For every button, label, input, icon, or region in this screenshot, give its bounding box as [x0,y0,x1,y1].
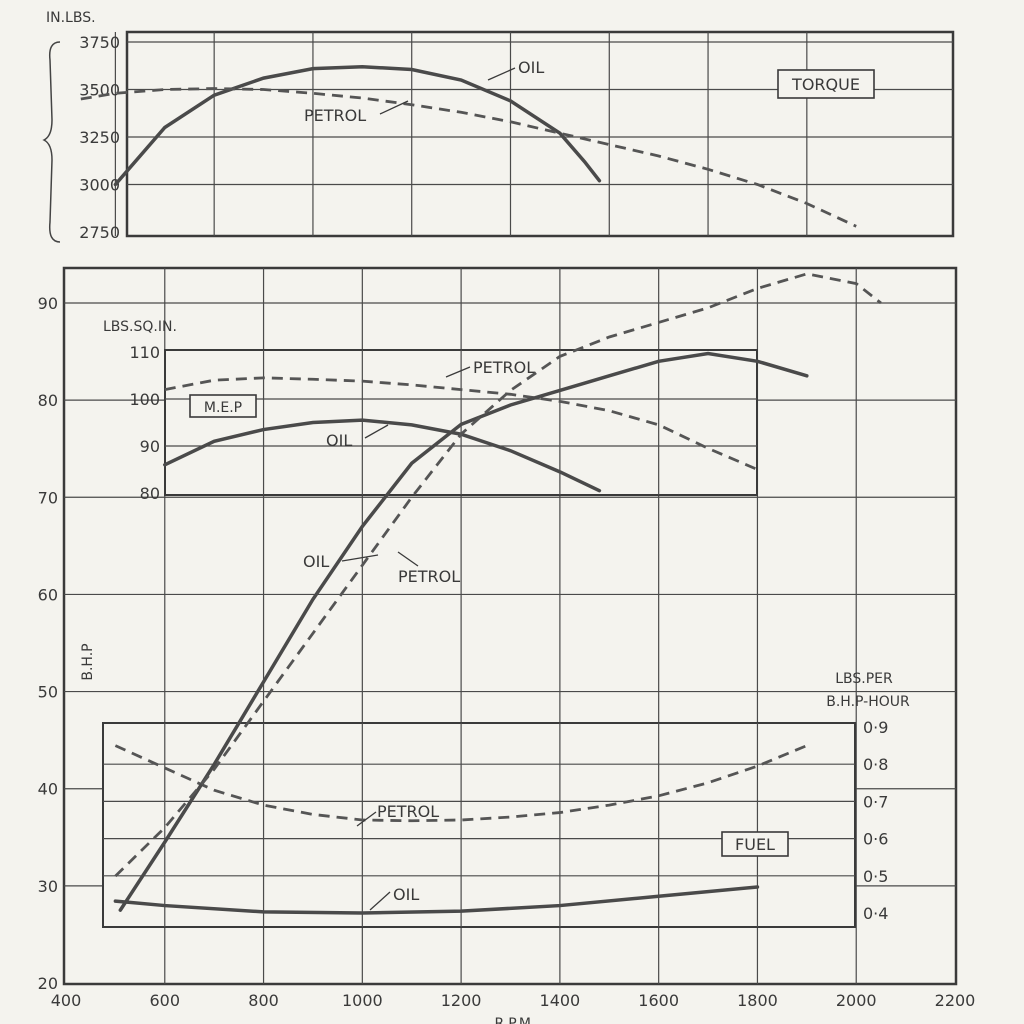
bhp-oil-line [118,351,809,912]
mep-petrol-label: PETROL [473,358,535,377]
torque-y-tick: 3500 [79,81,120,100]
torque-y-tick: 2750 [79,223,120,242]
rpm-x-tick: 1800 [737,991,778,1010]
mep-grid [165,350,757,495]
torque-y-tick: 3750 [79,33,120,52]
bhp-petrol-line [114,272,882,878]
mep-inset: 110 100 90 80 LBS.SQ.IN. M.E.P PETROL OIL [103,319,758,503]
bhp-y-tick: 20 [38,974,58,993]
mep-petrol-arrow [445,366,471,378]
bhp-oil-arrow [341,554,379,562]
rpm-x-tick: 1400 [540,991,581,1010]
fuel-title: FUEL [735,835,775,854]
fuel-oil-arrow [369,891,391,911]
bhp-axis-label: B.H.P [80,643,96,680]
mep-oil-line [163,418,602,493]
bhp-oil-label: OIL [303,552,329,571]
fuel-y-ticks: 0·9 0·8 0·7 0·6 0·5 0·4 [863,718,888,923]
fuel-frame [102,722,856,928]
bhp-petrol-label: PETROL [398,567,460,586]
bhp-series [114,272,882,912]
mep-y-ticks: 110 100 90 80 [129,343,160,503]
bhp-y-ticks: 90 80 70 60 50 40 30 20 [38,294,58,993]
fuel-y-tick: 0·9 [863,718,888,737]
bhp-y-tick: 60 [38,585,58,604]
fuel-inset: 0·9 0·8 0·7 0·6 0·5 0·4 LBS.PER B.H.P-HOUR FU… [102,671,910,928]
torque-petrol-line [80,87,857,228]
rpm-x-tick: 600 [150,991,181,1010]
mep-unit-label: LBS.SQ.IN. [103,319,177,335]
mep-y-tick: 90 [140,437,160,456]
mep-title: M.E.P [204,400,242,416]
bhp-y-tick: 50 [38,683,58,702]
fuel-unit-label-line2: B.H.P-HOUR [826,694,910,710]
torque-series [80,64,857,228]
bhp-y-tick: 30 [38,877,58,896]
torque-petrol-arrow [379,100,409,115]
rpm-x-tick: 800 [248,991,279,1010]
mep-oil-label: OIL [326,431,352,450]
mep-title-box [189,394,257,418]
fuel-oil-line [113,885,760,915]
torque-oil-line [113,64,602,187]
rpm-axis-label: R.P.M. [495,1016,536,1024]
fuel-series [113,744,808,915]
torque-oil-label: OIL [518,58,544,77]
bhp-y-tick: 90 [38,294,58,313]
fuel-y-tick: 0·8 [863,755,888,774]
fuel-petrol-label: PETROL [377,802,439,821]
rpm-x-tick: 1000 [342,991,383,1010]
mep-y-tick: 100 [129,390,160,409]
bhp-y-tick: 80 [38,391,58,410]
rpm-x-tick: 2200 [935,991,976,1010]
fuel-y-tick: 0·7 [863,792,888,811]
bhp-panel: 90 80 70 60 50 40 30 20 400 600 800 1000 1200 1400 16… [38,266,976,1024]
bhp-x-ticks: 400 600 800 1000 1200 1400 1600 1800 2000 2200 [51,991,976,1010]
bhp-y-tick: 40 [38,780,58,799]
fuel-y-tick: 0·4 [863,904,888,923]
mep-y-tick: 80 [140,484,160,503]
torque-oil-arrow [487,67,516,81]
torque-y-tick: 3000 [79,176,120,195]
fuel-y-tick: 0·5 [863,867,888,886]
torque-frame [125,30,955,238]
torque-brace [42,41,61,243]
torque-petrol-label: PETROL [304,106,366,125]
torque-y-tick: 3250 [79,128,120,147]
mep-y-tick: 110 [129,343,160,362]
torque-unit-label: IN.LBS. [46,10,96,26]
bhp-frame [62,266,958,986]
rpm-x-tick: 1200 [441,991,482,1010]
bhp-petrol-arrow [397,551,419,567]
torque-title-box [777,69,875,99]
torque-y-ticks: 3750 3500 3250 3000 2750 [79,33,120,242]
rpm-x-tick: 2000 [836,991,877,1010]
mep-oil-arrow [364,424,389,439]
rpm-x-tick: 1600 [638,991,679,1010]
torque-title: TORQUE [791,75,860,94]
mep-series [163,376,758,493]
fuel-petrol-arrow [356,811,377,827]
fuel-unit-label-line1: LBS.PER [835,671,893,687]
mep-petrol-line [164,376,758,471]
fuel-oil-label: OIL [393,885,419,904]
fuel-y-tick: 0·6 [863,830,888,849]
rpm-x-tick: 400 [51,991,82,1010]
bhp-y-tick: 70 [38,488,58,507]
fuel-title-box [721,831,789,857]
